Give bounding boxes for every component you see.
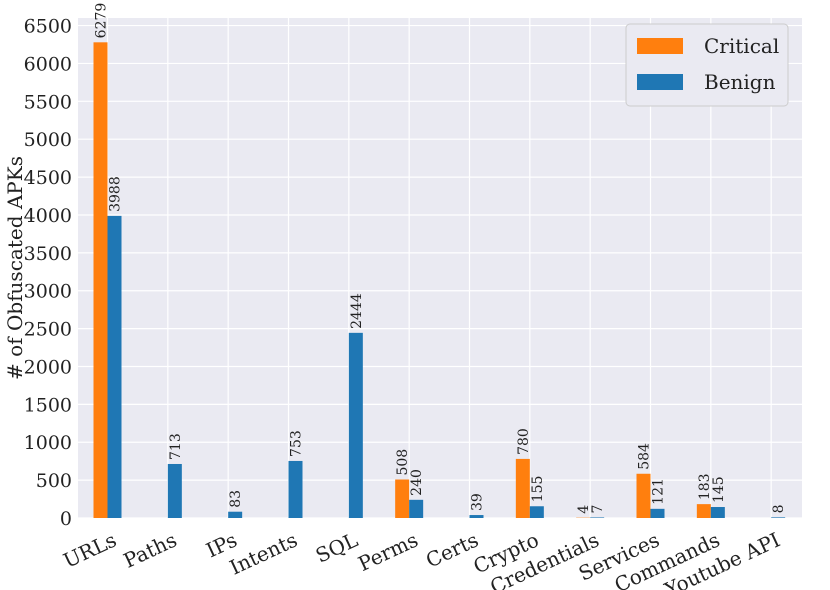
bar-benign-sql (348, 332, 363, 518)
legend-label-critical: Critical (704, 34, 779, 58)
y-tick-label: 4500 (24, 167, 72, 189)
bar-benign-certs (469, 515, 484, 518)
y-tick-label: 5000 (24, 129, 72, 151)
bars (93, 42, 786, 519)
value-labels: 6279 508 780 4 584 183 3988 713 83 753 2444 240 39 15… (94, 3, 788, 514)
bar-benign-youtube-api (771, 517, 786, 518)
bar-benign-perms (409, 499, 424, 518)
bar-benign-credentials (590, 517, 605, 518)
y-tick-label: 4000 (24, 205, 72, 227)
bar-critical-urls (93, 42, 108, 519)
value-label: 508 (395, 449, 411, 476)
bar-benign-services (650, 508, 665, 518)
y-axis-ticks: 0 500 1000 1500 2000 2500 3000 3500 4000 4500 5000… (24, 16, 72, 530)
value-label: 6279 (94, 3, 110, 39)
y-tick-label: 1500 (24, 394, 72, 416)
y-tick-label: 6500 (24, 16, 72, 38)
value-label: 145 (711, 476, 727, 503)
value-label: 753 (289, 430, 305, 457)
bar-critical-crypto (515, 458, 530, 518)
bar-critical-perms (395, 479, 410, 518)
bar-benign-commands (710, 507, 725, 518)
bar-benign-ips (228, 511, 243, 518)
value-label: 4 (576, 505, 592, 514)
y-tick-label: 6000 (24, 53, 72, 75)
x-tick-label: Perms (354, 528, 421, 576)
y-tick-label: 1000 (24, 432, 72, 454)
value-label: 713 (168, 433, 184, 460)
x-tick-label: Intents (226, 528, 301, 580)
legend-swatch-critical (637, 38, 683, 54)
x-tick-label: URLs (60, 528, 120, 573)
y-tick-label: 2000 (24, 356, 72, 378)
legend: Critical Benign (625, 23, 789, 107)
y-tick-label: 0 (60, 508, 72, 530)
y-axis-label: # of Obfuscated APKs (3, 156, 27, 380)
bar-benign-crypto (529, 506, 544, 518)
bar-critical-commands (696, 504, 711, 518)
bar-benign-intents (288, 460, 303, 518)
value-label: 83 (228, 490, 244, 508)
x-tick-label: Paths (120, 528, 181, 573)
legend-label-benign: Benign (704, 70, 776, 94)
value-label: 780 (516, 428, 532, 455)
y-tick-label: 3500 (24, 243, 72, 265)
legend-swatch-benign (637, 74, 683, 90)
value-label: 39 (470, 493, 486, 511)
value-label: 121 (651, 478, 667, 505)
value-label: 240 (409, 469, 425, 496)
value-label: 8 (771, 504, 787, 513)
value-label: 7 (590, 505, 606, 514)
value-label: 155 (530, 476, 546, 503)
y-tick-label: 500 (36, 470, 72, 492)
bar-critical-services (636, 473, 651, 518)
x-tick-label: SQL (312, 528, 361, 568)
value-label: 584 (637, 443, 653, 470)
value-label: 3988 (108, 176, 124, 212)
bar-benign-urls (107, 215, 122, 518)
bar-benign-paths (167, 463, 182, 518)
y-tick-label: 2500 (24, 319, 72, 341)
y-tick-label: 5500 (24, 91, 72, 113)
value-label: 183 (697, 473, 713, 500)
y-tick-label: 3000 (24, 281, 72, 303)
value-label: 2444 (349, 293, 365, 329)
